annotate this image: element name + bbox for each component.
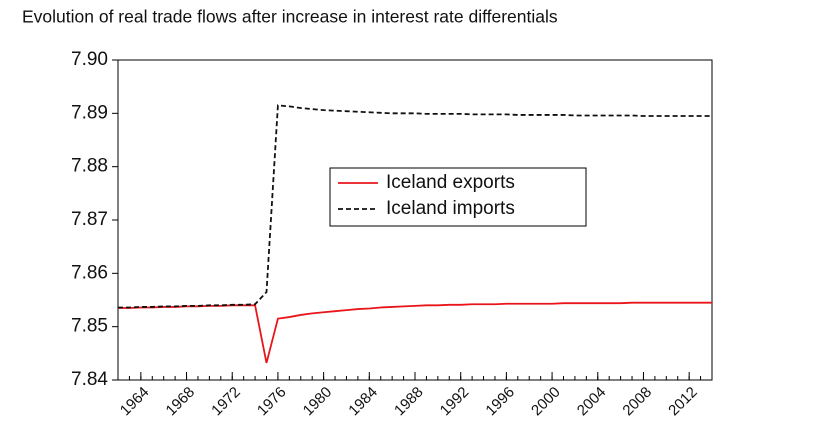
legend-label: Iceland imports — [386, 198, 515, 219]
x-tick-label: 1988 — [391, 384, 427, 420]
legend-label: Iceland exports — [386, 172, 515, 193]
y-tick-label: 7.88 — [71, 156, 108, 177]
y-tick-label: 7.87 — [71, 209, 108, 230]
x-tick-label: 1980 — [300, 384, 336, 420]
x-tick-label: 1996 — [482, 384, 518, 420]
y-tick-label: 7.84 — [71, 369, 108, 390]
y-tick-label: 7.85 — [71, 316, 108, 337]
x-tick-label: 1976 — [254, 384, 290, 420]
x-tick-label: 1972 — [208, 384, 244, 420]
series-line — [118, 104, 712, 309]
series-line — [118, 301, 712, 364]
y-tick-label: 7.90 — [71, 49, 108, 70]
legend-box — [329, 167, 587, 227]
x-tick-label: 1964 — [117, 384, 153, 420]
x-tick-label: 1992 — [437, 384, 473, 420]
x-tick-label: 2012 — [665, 384, 701, 420]
x-tick-label: 1968 — [163, 384, 199, 420]
x-tick-label: 1984 — [345, 384, 381, 420]
y-tick-label: 7.86 — [71, 262, 108, 283]
x-tick-label: 2000 — [528, 384, 564, 420]
y-tick-label: 7.89 — [71, 102, 108, 123]
x-tick-label: 2008 — [619, 384, 655, 420]
chart-title: Evolution of real trade flows after incr… — [22, 7, 558, 27]
x-tick-label: 2004 — [574, 384, 610, 420]
